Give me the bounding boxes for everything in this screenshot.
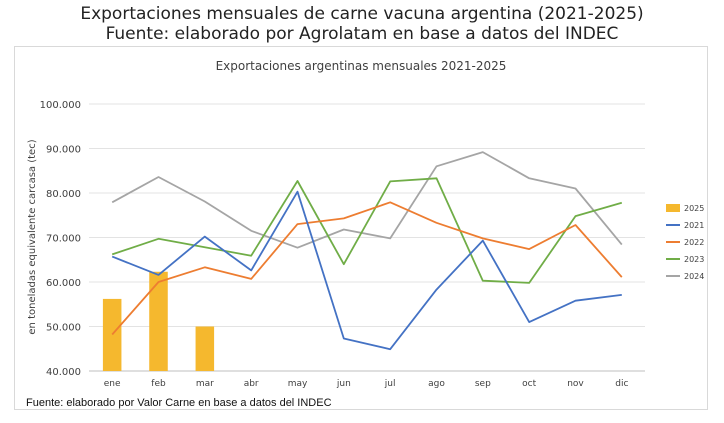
legend-label-2025: 2025 bbox=[684, 204, 704, 213]
x-tick-label: abr bbox=[244, 379, 259, 389]
x-tick-labels: ene feb mar abr may jun jul ago sep oct nov dic bbox=[104, 379, 629, 389]
x-tick-label: dic bbox=[615, 379, 628, 389]
chart-outer-title: Exportaciones mensuales de carne vacuna … bbox=[0, 4, 724, 44]
chart-title: Exportaciones argentinas mensuales 2021-… bbox=[216, 59, 507, 73]
y-tick-label: 100.000 bbox=[40, 100, 81, 111]
y-tick-label: 60.000 bbox=[46, 278, 81, 289]
legend-label-2023: 2023 bbox=[684, 255, 704, 264]
legend-label-2022: 2022 bbox=[684, 238, 704, 247]
x-tick-label: ago bbox=[428, 379, 445, 389]
y-tick-label: 50.000 bbox=[46, 323, 81, 334]
x-tick-label: may bbox=[288, 379, 308, 389]
legend: 2025 2021 2022 2023 2024 bbox=[666, 204, 704, 281]
series-lines bbox=[111, 151, 623, 351]
bar-2025 bbox=[102, 298, 122, 371]
x-tick-label: jul bbox=[384, 379, 396, 389]
y-tick-label: 70.000 bbox=[46, 234, 81, 245]
y-tick-label: 80.000 bbox=[46, 189, 81, 200]
gridlines bbox=[89, 103, 645, 372]
title-line-1: Exportaciones mensuales de carne vacuna … bbox=[80, 4, 644, 24]
legend-swatch-2025 bbox=[666, 204, 680, 212]
x-tick-label: feb bbox=[151, 379, 166, 389]
y-tick-label: 40.000 bbox=[46, 367, 81, 378]
y-axis-label: en toneladas equivalente carcasa (tec) bbox=[27, 139, 38, 334]
title-line-2: Fuente: elaborado por Agrolatam en base … bbox=[105, 24, 619, 44]
x-tick-label: jun bbox=[336, 379, 351, 389]
x-tick-label: mar bbox=[196, 379, 214, 389]
bars-2025 bbox=[102, 271, 215, 371]
bar-2025 bbox=[149, 271, 168, 371]
series-line-2022 bbox=[111, 201, 623, 336]
y-tick-label: 90.000 bbox=[46, 145, 81, 156]
chart-frame bbox=[14, 46, 708, 410]
series-line-2021 bbox=[111, 190, 622, 351]
series-line-2023 bbox=[111, 177, 623, 284]
x-tick-label: oct bbox=[522, 379, 536, 389]
legend-label-2024: 2024 bbox=[684, 272, 704, 281]
x-tick-label: sep bbox=[475, 379, 491, 389]
series-line-2024 bbox=[111, 151, 623, 249]
legend-label-2021: 2021 bbox=[684, 221, 704, 230]
bar-2025 bbox=[195, 326, 215, 371]
x-tick-label: ene bbox=[104, 379, 121, 389]
y-tick-labels: 40.000 50.000 60.000 70.000 80.000 90.000 100.… bbox=[40, 100, 81, 378]
x-tick-label: nov bbox=[567, 379, 584, 389]
source-note: Fuente: elaborado por Valor Carne en bas… bbox=[26, 397, 332, 409]
